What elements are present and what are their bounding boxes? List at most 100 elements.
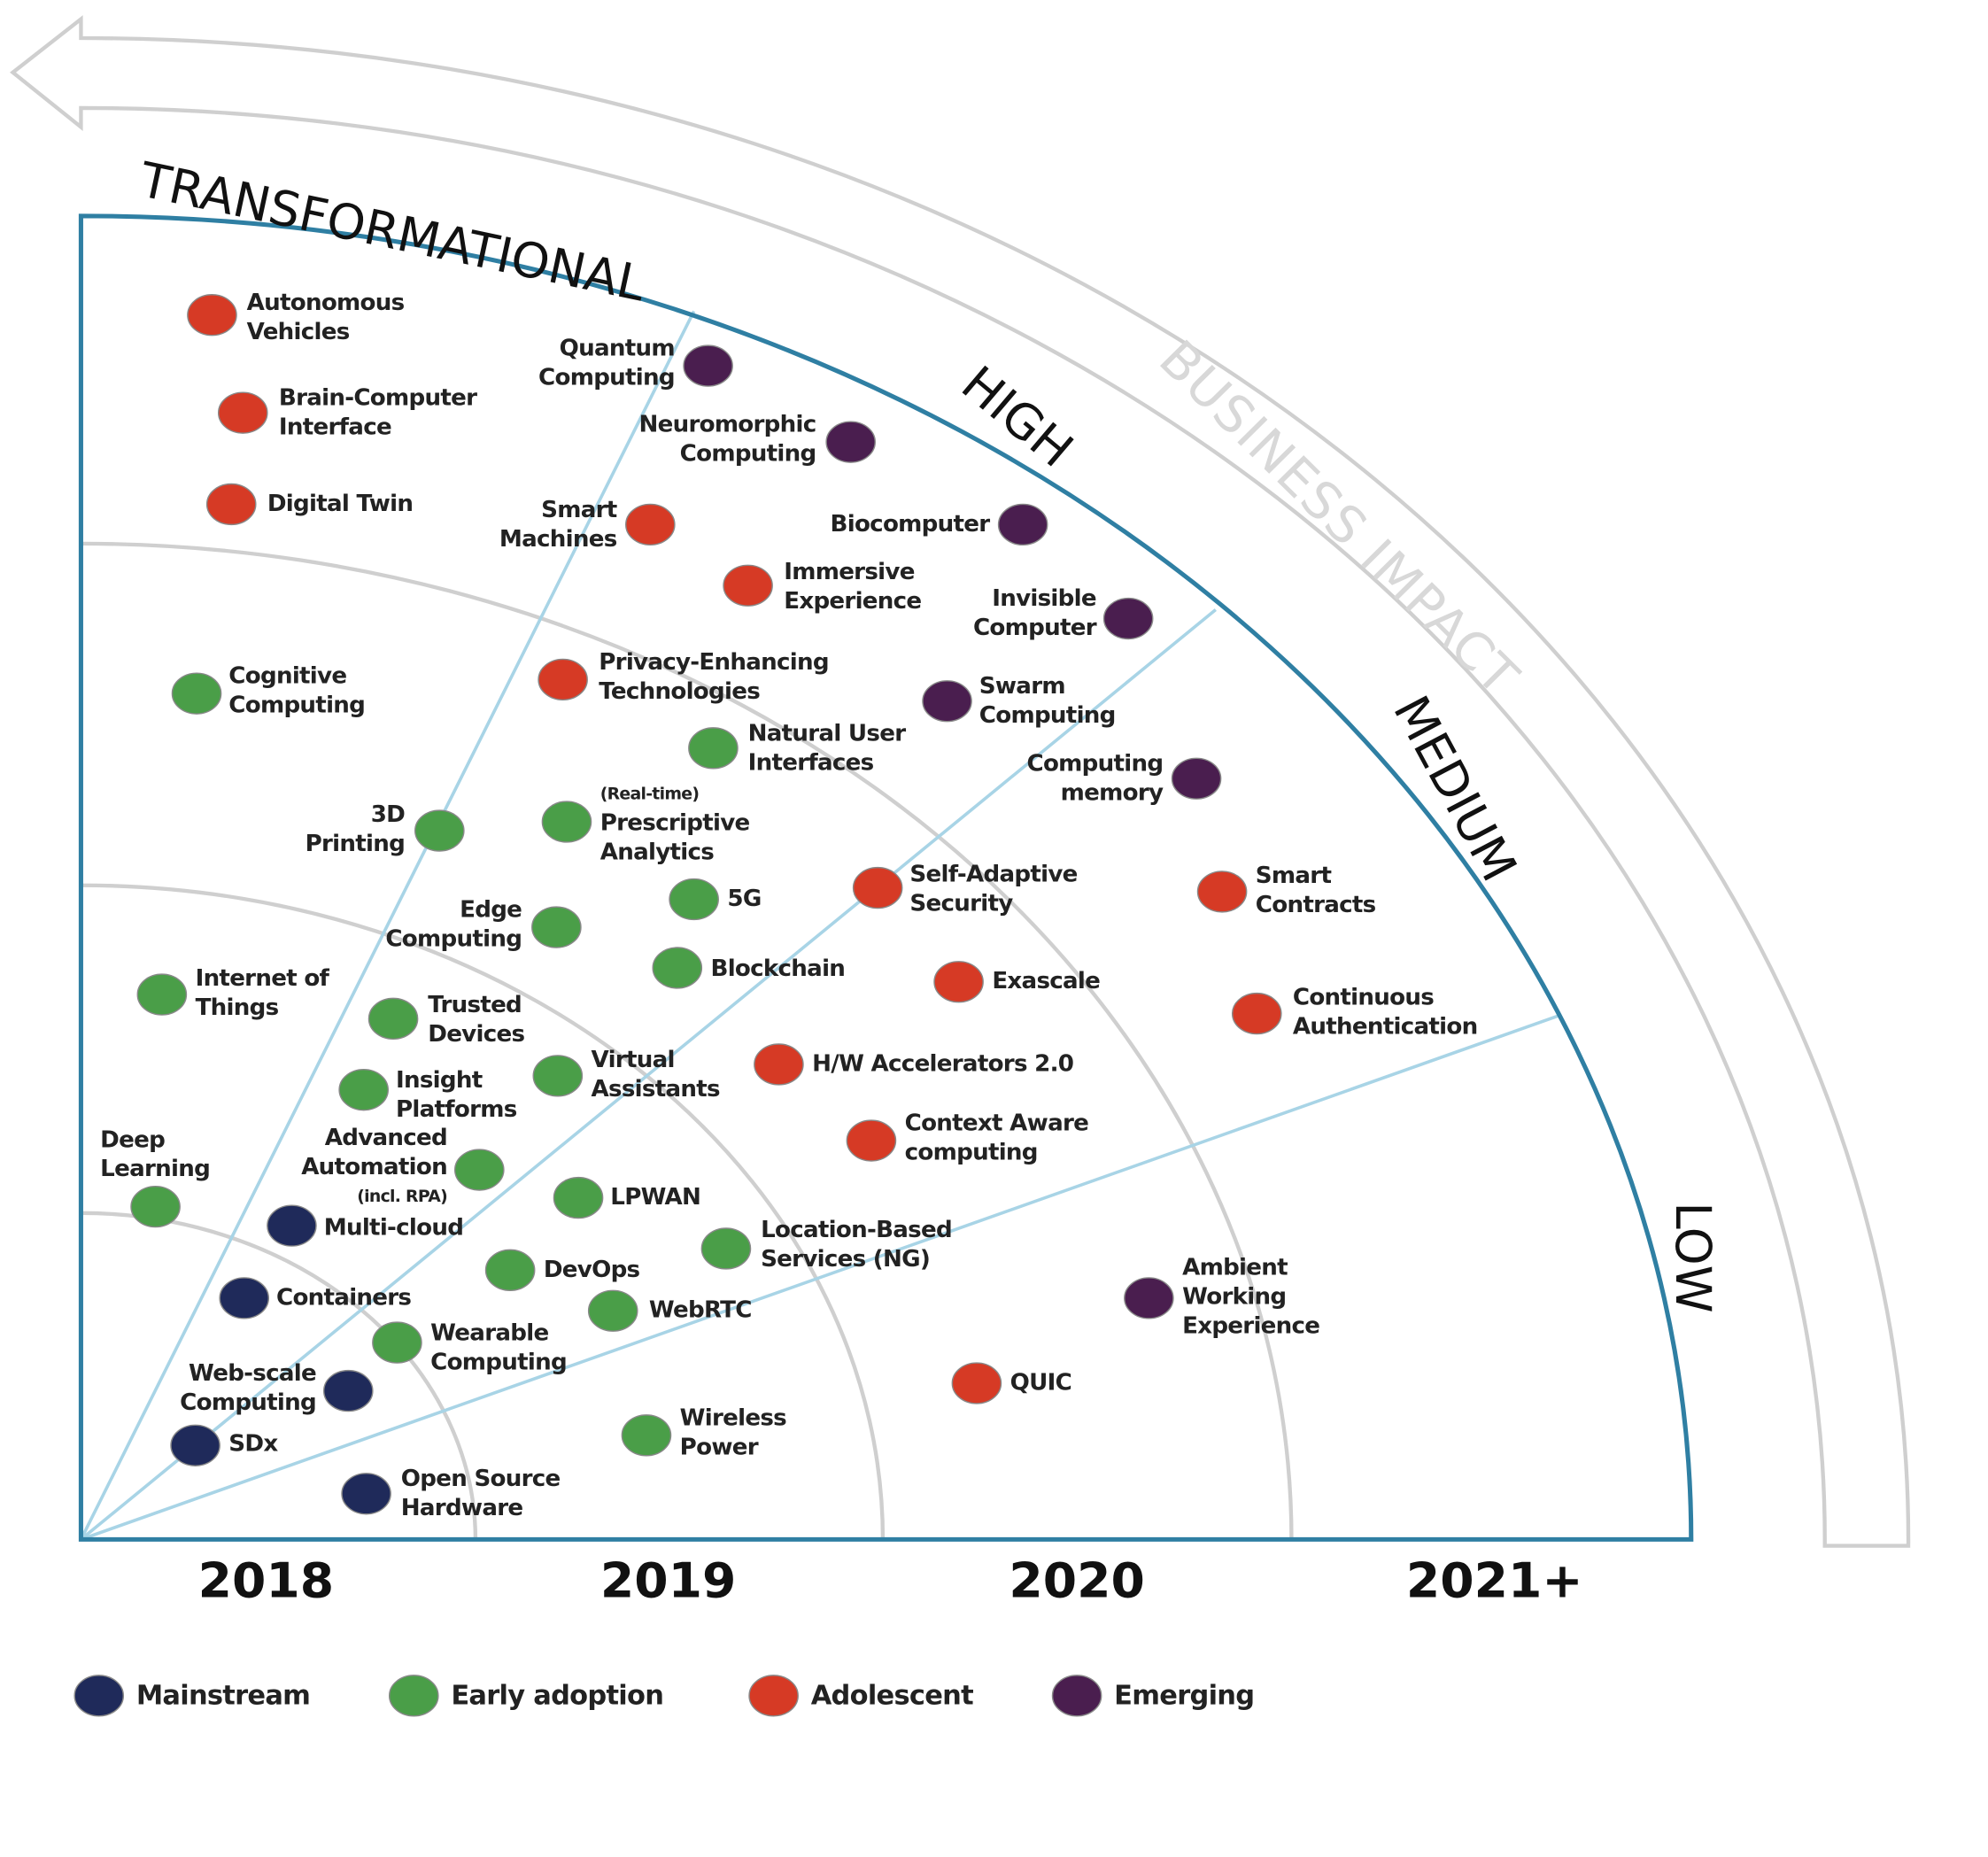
technology-dot (852, 866, 903, 909)
technology-label: Biocomputer (831, 511, 991, 538)
technology-dot (538, 658, 588, 701)
technology-label: 5G (727, 886, 761, 912)
technology-dot (700, 1227, 752, 1270)
impact-title: BUSINESS IMPACT (1148, 329, 1531, 708)
impact-arrow (10, 15, 1911, 1548)
technology-label: Neuromorphic Computing (638, 411, 816, 467)
technology-label: Computing memory (1027, 750, 1164, 806)
legend-label: Mainstream (136, 1681, 310, 1712)
technology-dot (825, 421, 876, 463)
technology-label: Natural User Interfaces (748, 720, 907, 776)
technology-dot (170, 1424, 220, 1466)
technology-dot (414, 809, 465, 852)
technology-dot (322, 1369, 374, 1412)
technology-label: Self-Adaptive Security (909, 861, 1077, 917)
technology-label: Deep Learning (100, 1126, 210, 1182)
radar-boundary (78, 213, 1694, 1542)
technology-dot (1231, 992, 1282, 1035)
technology-label: Virtual Assistants (592, 1047, 721, 1103)
technology-label: SDx (228, 1430, 278, 1457)
technology-dot (1196, 870, 1248, 913)
technology-dot (219, 1277, 270, 1319)
technology-label: Wireless Power (680, 1404, 787, 1460)
technology-label: Brain-Computer Interface (279, 384, 477, 440)
year-axis: 2018 2019 2020 2021+ (198, 1552, 1583, 1609)
technology-dot (341, 1473, 391, 1515)
technology-label: Continuous Authentication (1293, 984, 1478, 1040)
legend-label: Early adoption (451, 1681, 663, 1712)
year-label: 2020 (1009, 1552, 1144, 1609)
technology-label: Containers (276, 1284, 412, 1311)
technology-dot (453, 1149, 505, 1191)
technology-label: Autonomous Vehicles (247, 290, 405, 345)
legend-swatch (73, 1675, 125, 1717)
technology-dot (484, 1249, 536, 1292)
technology-label: LPWAN (610, 1184, 700, 1211)
technology-label: 3D Printing (306, 801, 406, 857)
technology-label: Advanced Automation (incl. RPA) (301, 1125, 447, 1206)
technology-label: Trusted Devices (428, 992, 524, 1048)
legend-label: Emerging (1114, 1681, 1254, 1712)
technology-label: Smart Machines (499, 496, 617, 552)
technology-dot (531, 906, 582, 948)
technology-dot (997, 503, 1048, 546)
technology-label: Context Aware computing (905, 1110, 1089, 1165)
technology-label: Blockchain (711, 956, 846, 982)
technology-label: Edge Computing (385, 896, 522, 952)
technology-label: Location-Based Services (NG) (761, 1217, 952, 1273)
technology-label: Exascale (992, 968, 1100, 994)
technology-dot (187, 294, 237, 337)
technology-dot (217, 391, 268, 434)
technology-dot (553, 1176, 604, 1219)
technology-dot (171, 672, 222, 715)
technology-dot (688, 727, 739, 770)
technology-label: Wearable Computing (430, 1319, 567, 1375)
year-label: 2018 (198, 1552, 334, 1609)
technology-dot (541, 801, 592, 843)
technology-label: Smart Contracts (1256, 863, 1376, 918)
impact-level: TRANSFORMATIONAL (135, 151, 651, 313)
technology-label: Ambient Working Experience (1182, 1254, 1319, 1339)
technology-label: WebRTC (649, 1297, 752, 1324)
technology-label: DevOps (544, 1257, 640, 1283)
technology-dot (683, 344, 733, 387)
technology-dot (1102, 597, 1154, 640)
legend-swatch (388, 1675, 439, 1717)
technology-dot (951, 1362, 1002, 1404)
impact-level: LOW (1665, 1202, 1721, 1312)
legend-swatch (1051, 1675, 1102, 1717)
technology-dot (205, 483, 257, 526)
technology-dot (367, 997, 419, 1041)
legend-swatch (748, 1675, 799, 1717)
technology-dot (372, 1321, 422, 1364)
technology-points: Multi-cloud Containers Web-scale Computing S… (100, 290, 1478, 1521)
technology-dot (846, 1119, 897, 1162)
technology-label: H/W Accelerators 2.0 (812, 1051, 1073, 1078)
legend-label: Adolescent (811, 1681, 973, 1712)
technology-dot (652, 947, 703, 989)
technology-dot (338, 1068, 389, 1111)
technology-dot (754, 1043, 804, 1086)
technology-dot (625, 503, 676, 546)
technology-label: Web-scale Computing (180, 1360, 316, 1416)
technology-dot (933, 961, 984, 1003)
technology-dot (267, 1204, 317, 1247)
technology-label: (Real-time) Prescriptive Analytics (600, 785, 750, 865)
technology-label: Immersive Experience (784, 559, 921, 615)
technology-dot (136, 973, 188, 1016)
technology-label: QUIC (1010, 1370, 1071, 1397)
technology-label: Invisible Computer (973, 585, 1097, 641)
technology-label: Quantum Computing (538, 335, 675, 391)
technology-dot (723, 564, 773, 607)
technology-label: Cognitive Computing (228, 662, 365, 718)
legend: Mainstream Early adoption Adolescent Emergi… (73, 1675, 1255, 1717)
technology-label: Internet of Things (196, 965, 330, 1021)
year-label: 2021+ (1406, 1552, 1583, 1609)
technology-label: Digital Twin (267, 491, 413, 517)
year-label: 2019 (600, 1552, 736, 1609)
impact-level: HIGH (951, 355, 1084, 478)
impact-rays (79, 310, 1559, 1542)
technology-dot (1171, 757, 1222, 800)
